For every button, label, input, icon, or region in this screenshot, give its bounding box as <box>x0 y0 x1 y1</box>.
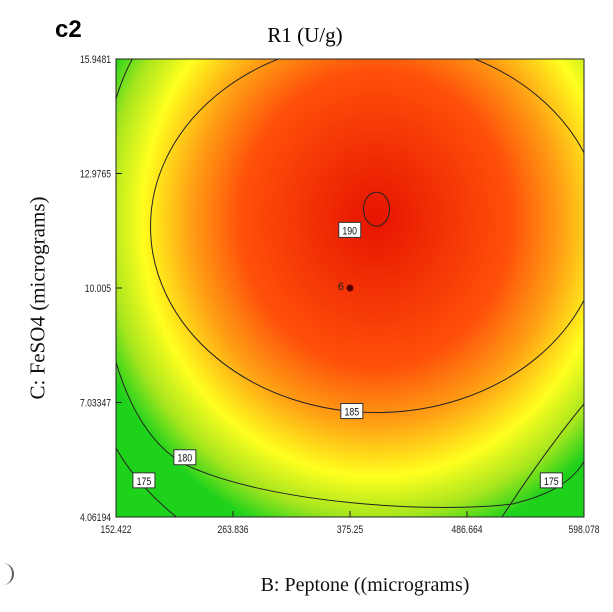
x-tick-label: 375.25 <box>337 524 364 536</box>
contour-label-box <box>173 449 197 466</box>
design-point <box>346 284 354 292</box>
y-tick-label: 4.06194 <box>80 512 111 524</box>
contour-185 <box>150 59 584 413</box>
contour-label-text: 185 <box>345 407 360 419</box>
contour-label-text: 175 <box>137 476 152 488</box>
panel-label: c2 <box>55 16 82 43</box>
contour-label-175: 175 <box>539 472 563 489</box>
contour-190 <box>363 191 391 227</box>
y-tick-label: 12.9765 <box>80 169 111 181</box>
axis-ticks: 152.422 263.836 375.25 486.664 598.078 4.0619… <box>80 54 600 536</box>
x-tick-label: 598.078 <box>569 524 600 536</box>
x-tick-label: 263.836 <box>218 524 249 536</box>
contour-label-180: 180 <box>173 449 197 466</box>
contour-label-box <box>340 402 364 419</box>
contour-label-box <box>338 221 362 238</box>
contour-label-175: 175 <box>132 472 156 489</box>
contour-lines <box>116 59 584 517</box>
design-points: 6 <box>338 281 354 293</box>
contour-label-box <box>132 472 156 489</box>
contour-label-185: 185 <box>340 402 364 419</box>
contour-label-text: 175 <box>544 476 559 488</box>
design-point-label: 6 <box>338 281 344 293</box>
chart-title: R1 (U/g) <box>267 23 343 47</box>
contour-175-right <box>501 403 584 517</box>
contour-labels: 175 175 180 185 190 <box>132 221 563 489</box>
x-tick-label: 152.422 <box>101 524 132 536</box>
contour-180 <box>116 59 584 508</box>
contour-label-190: 190 <box>338 221 362 238</box>
x-axis-label: B: Peptone ((micrograms) <box>260 574 470 596</box>
y-tick-label: 15.9481 <box>80 54 111 66</box>
contour-label-text: 190 <box>342 226 357 238</box>
y-tick-label: 10.005 <box>85 283 112 295</box>
contour-label-box <box>539 472 563 489</box>
x-tick-label: 486.664 <box>452 524 483 536</box>
y-tick-label: 7.03347 <box>80 398 111 410</box>
contour-label-text: 180 <box>178 453 193 465</box>
edge-mark <box>0 563 14 585</box>
